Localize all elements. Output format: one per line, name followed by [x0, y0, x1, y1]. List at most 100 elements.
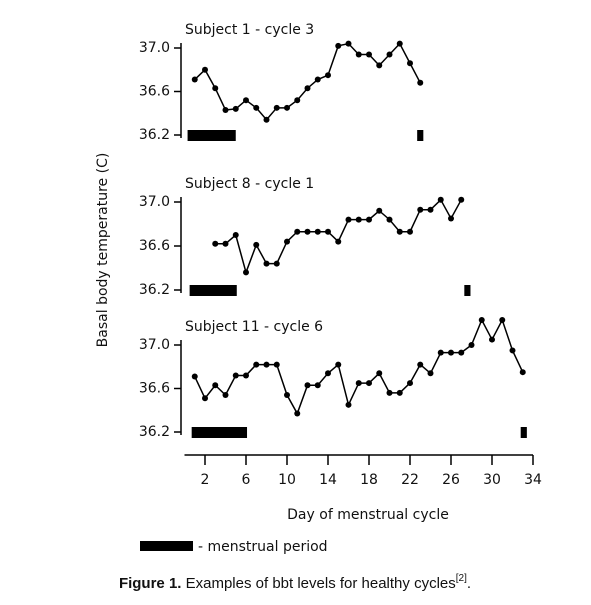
series-line: [215, 198, 462, 275]
series-line: [194, 42, 421, 121]
data-point: [191, 373, 198, 380]
data-point: [355, 51, 362, 58]
data-point: [427, 370, 434, 377]
data-point: [366, 216, 372, 223]
data-point: [243, 97, 249, 104]
data-point: [325, 72, 331, 79]
data-point: [222, 392, 229, 399]
data-point: [386, 216, 393, 223]
data-point: [232, 105, 239, 112]
caption-label: Figure 1.: [119, 575, 182, 592]
data-point: [458, 196, 465, 203]
data-point: [376, 370, 383, 377]
data-point: [386, 51, 393, 58]
x-tick-label: 10: [278, 472, 296, 488]
data-point: [335, 42, 342, 49]
menstrual-period: [189, 285, 237, 296]
data-point: [355, 380, 362, 387]
caption-end: .: [467, 575, 471, 592]
data-point: [478, 316, 485, 323]
data-point: [314, 382, 321, 389]
data-point: [263, 116, 270, 123]
y-tick-label: 37.0: [139, 194, 170, 210]
x-tick-label: 14: [319, 472, 337, 488]
data-point: [294, 228, 301, 235]
data-point: [519, 369, 526, 376]
y-tick-label: 36.6: [139, 381, 170, 397]
data-point: [273, 104, 280, 111]
data-point: [437, 349, 444, 356]
y-tick-label: 36.2: [139, 127, 170, 143]
data-point: [294, 97, 301, 104]
x-tick-label: 26: [442, 472, 460, 488]
data-point: [232, 372, 239, 379]
data-point: [325, 370, 331, 377]
caption-text: Examples of bbt levels for healthy cycle…: [181, 575, 455, 592]
menstrual-period: [520, 427, 527, 438]
data-point: [448, 215, 454, 222]
data-point: [253, 361, 260, 368]
data-point: [427, 206, 434, 213]
data-point: [284, 238, 290, 245]
data-point: [284, 392, 290, 399]
data-point: [222, 106, 229, 113]
y-tick-label: 37.0: [139, 337, 170, 353]
y-tick-label: 37.0: [139, 40, 170, 56]
data-point: [212, 240, 219, 247]
data-point: [294, 410, 301, 417]
panel-title: Subject 11 - cycle 6: [185, 319, 323, 335]
data-point: [202, 66, 208, 73]
data-point: [222, 240, 229, 247]
data-point: [396, 40, 403, 47]
data-point: [232, 232, 239, 238]
data-point: [509, 347, 516, 354]
data-point: [191, 76, 198, 83]
data-point: [212, 382, 219, 389]
data-point: [489, 336, 495, 343]
data-point: [468, 342, 475, 348]
data-point: [304, 228, 311, 235]
y-tick-label: 36.6: [139, 84, 170, 100]
data-point: [396, 389, 403, 396]
data-point: [202, 395, 208, 402]
data-point: [253, 241, 260, 248]
data-point: [407, 228, 413, 235]
panel-title: Subject 8 - cycle 1: [185, 176, 314, 192]
data-point: [386, 389, 393, 396]
data-point: [304, 382, 311, 389]
data-point: [273, 361, 280, 368]
data-point: [263, 361, 270, 368]
x-tick-label: 18: [360, 472, 378, 488]
caption-ref: [2]: [456, 573, 467, 584]
data-point: [355, 216, 362, 223]
data-point: [376, 62, 383, 69]
data-point: [366, 51, 372, 58]
menstrual-period: [464, 285, 471, 296]
data-point: [437, 196, 444, 203]
data-point: [345, 401, 352, 408]
data-point: [304, 85, 311, 92]
data-point: [335, 361, 342, 368]
caption: Figure 1. Examples of bbt levels for hea…: [119, 573, 471, 592]
data-point: [417, 206, 424, 213]
x-tick-label: 6: [242, 472, 251, 488]
y-tick-label: 36.6: [139, 238, 170, 254]
panel-title: Subject 1 - cycle 3: [185, 22, 314, 38]
data-point: [417, 79, 424, 86]
data-point: [407, 380, 413, 387]
data-point: [345, 216, 352, 223]
menstrual-period: [417, 130, 424, 141]
x-tick-label: 22: [401, 472, 419, 488]
data-point: [376, 207, 383, 214]
menstrual-period: [191, 427, 248, 438]
data-point: [243, 372, 249, 379]
data-point: [314, 76, 321, 83]
data-point: [335, 238, 342, 245]
data-point: [499, 316, 506, 323]
data-point: [325, 228, 331, 235]
data-point: [263, 260, 270, 267]
data-point: [448, 349, 454, 356]
x-tick-label: 30: [483, 472, 501, 488]
data-point: [273, 260, 280, 267]
legend-swatch: [140, 541, 193, 551]
